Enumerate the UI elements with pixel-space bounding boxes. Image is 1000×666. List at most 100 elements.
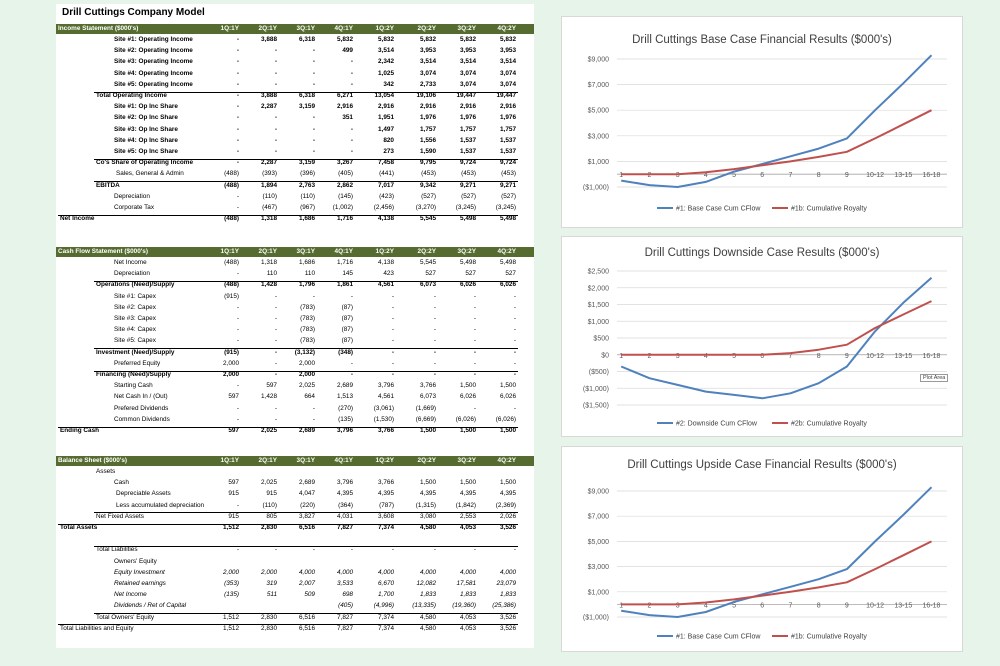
table-cell[interactable]: - [312, 69, 315, 77]
table-cell[interactable]: 597 [266, 382, 277, 390]
table-cell[interactable]: (1,669) [415, 404, 436, 412]
table-row[interactable]: Less accumulated depreciation - (110) (220)… [56, 502, 534, 513]
table-cell[interactable]: 3,074 [420, 69, 436, 77]
table-cell[interactable]: - [513, 404, 516, 412]
table-cell[interactable]: 1,513 [337, 393, 353, 401]
table-cell[interactable]: 7,374 [378, 624, 394, 632]
table-cell[interactable]: - [274, 292, 277, 300]
table-cell[interactable]: 1,833 [500, 591, 516, 599]
table-cell[interactable]: 4,000 [299, 568, 315, 576]
table-cell[interactable]: - [274, 47, 277, 55]
table-cell[interactable]: - [473, 371, 476, 378]
table-cell[interactable]: 4,047 [299, 490, 315, 498]
table-row[interactable]: Site #1: Operating Income - 3,888 6,318 5,83… [56, 36, 534, 47]
table-row[interactable]: EBITDA (488) 1,894 2,763 2,862 7,017 9,342 9,27… [56, 182, 534, 193]
table-cell[interactable]: 6,073 [420, 393, 436, 401]
table-cell[interactable]: - [236, 114, 239, 122]
table-cell[interactable]: 7,827 [337, 524, 353, 531]
table-cell[interactable]: - [236, 36, 239, 43]
table-cell[interactable]: 1,686 [299, 215, 315, 223]
table-cell[interactable]: - [312, 404, 315, 412]
table-cell[interactable]: 1,537 [500, 136, 516, 144]
table-cell[interactable]: - [473, 546, 476, 554]
table-cell[interactable]: 2,916 [420, 103, 436, 111]
table-cell[interactable]: 915 [266, 490, 277, 498]
table-cell[interactable]: 2,287 [261, 159, 277, 167]
table-cell[interactable]: - [391, 337, 394, 345]
upside-case-chart[interactable]: Drill Cuttings Upside Case Financial Res… [561, 446, 963, 652]
table-cell[interactable]: - [391, 371, 394, 378]
table-cell[interactable]: (87) [341, 315, 353, 322]
table-row[interactable]: Depreciable Assets 915 915 4,047 4,395 4,395 4… [56, 490, 534, 501]
table-cell[interactable]: 5,545 [420, 259, 436, 266]
table-cell[interactable]: 5,832 [378, 36, 394, 43]
table-cell[interactable]: - [391, 315, 394, 322]
table-cell[interactable]: 3,514 [460, 58, 476, 66]
table-cell[interactable]: (25,386) [492, 602, 516, 610]
table-cell[interactable]: 805 [266, 512, 277, 520]
table-cell[interactable]: 511 [266, 591, 277, 599]
table-row[interactable]: Ending Cash 597 2,025 2,689 3,796 3,766 1,500 1… [56, 427, 534, 438]
table-cell[interactable]: - [236, 303, 239, 311]
table-cell[interactable]: 2,830 [261, 624, 277, 632]
table-cell[interactable]: 273 [383, 148, 394, 155]
table-cell[interactable]: (6,669) [415, 415, 436, 423]
table-cell[interactable]: 1,500 [500, 382, 516, 390]
table-cell[interactable]: (2,456) [373, 204, 394, 211]
table-cell[interactable]: 2,025 [299, 382, 315, 390]
table-cell[interactable]: 2,007 [299, 580, 315, 587]
table-row[interactable]: Cash 597 2,025 2,689 3,796 3,766 1,500 1,500 1,5… [56, 479, 534, 490]
table-cell[interactable]: - [473, 404, 476, 412]
table-row[interactable]: Operations (Need)/Supply (488) 1,428 1,796 1… [56, 281, 534, 292]
table-cell[interactable]: 499 [342, 47, 353, 55]
table-row[interactable]: Common Dividends - - - (135) (1,530) (6,669) (6… [56, 416, 534, 427]
table-cell[interactable]: - [236, 192, 239, 200]
table-cell[interactable]: 3,766 [378, 479, 394, 487]
table-cell[interactable]: 1,976 [500, 114, 516, 122]
table-cell[interactable]: (527) [501, 192, 516, 200]
table-cell[interactable]: 1,556 [420, 136, 436, 144]
table-cell[interactable]: 5,832 [460, 36, 476, 43]
table-cell[interactable]: - [274, 415, 277, 423]
table-cell[interactable]: (488) [224, 215, 239, 223]
table-row[interactable]: Sales, General & Admin (488) (393) (396) (40… [56, 170, 534, 181]
table-cell[interactable]: (783) [300, 315, 315, 322]
table-cell[interactable]: 1,861 [337, 281, 353, 289]
table-cell[interactable]: - [236, 80, 239, 88]
table-cell[interactable]: 3,796 [337, 479, 353, 487]
table-cell[interactable]: (783) [300, 326, 315, 334]
table-cell[interactable]: - [236, 136, 239, 144]
table-cell[interactable]: - [274, 114, 277, 122]
table-cell[interactable]: 1,796 [299, 281, 315, 289]
table-cell[interactable]: 1,512 [223, 624, 239, 632]
table-cell[interactable]: 6,516 [299, 524, 315, 531]
table-cell[interactable]: 4,053 [460, 624, 476, 632]
table-row[interactable]: Site #4: Op Inc Share - - - - 820 1,556 1,537 1,… [56, 137, 534, 148]
table-row[interactable]: Financing (Need)/Supply 2,000 - 2,000 - - - - - [56, 371, 534, 382]
table-cell[interactable]: 5,498 [460, 259, 476, 266]
table-cell[interactable]: 13,054 [374, 92, 394, 99]
table-cell[interactable]: - [433, 337, 436, 345]
table-row[interactable]: Site #4: Capex - - (783) (87) - - - - [56, 326, 534, 337]
table-cell[interactable]: - [236, 337, 239, 345]
table-cell[interactable]: - [236, 92, 239, 99]
table-cell[interactable]: - [236, 404, 239, 412]
table-cell[interactable]: - [350, 148, 353, 155]
table-cell[interactable]: 4,053 [460, 524, 476, 531]
table-row[interactable]: Net Cash In / (Out) 597 1,428 664 1,513 4,561… [56, 393, 534, 404]
table-cell[interactable]: 2,000 [299, 359, 315, 367]
table-cell[interactable]: (3,061) [373, 404, 394, 412]
table-cell[interactable]: - [274, 69, 277, 77]
table-cell[interactable]: 5,498 [500, 259, 516, 266]
table-cell[interactable]: 2,553 [460, 512, 476, 520]
table-cell[interactable]: - [236, 315, 239, 322]
table-cell[interactable]: 6,318 [299, 36, 315, 43]
table-cell[interactable]: - [513, 315, 516, 322]
table-cell[interactable]: 19,447 [496, 92, 516, 99]
table-cell[interactable]: 6,318 [299, 92, 315, 99]
table-cell[interactable]: 3,080 [420, 512, 436, 520]
table-cell[interactable]: (467) [262, 204, 277, 211]
table-cell[interactable]: 4,561 [378, 281, 394, 289]
table-cell[interactable]: - [274, 371, 277, 378]
table-cell[interactable]: - [312, 292, 315, 300]
